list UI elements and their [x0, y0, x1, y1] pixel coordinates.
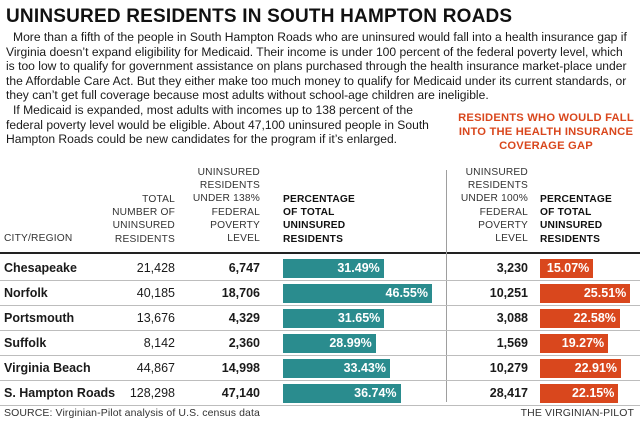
under-100-count: 1,569 — [496, 336, 528, 350]
pct-100-bar: 22.15% — [540, 384, 619, 403]
under-100-count: 10,279 — [489, 361, 528, 375]
pct-100-bar: 22.58% — [540, 309, 620, 328]
source-note: SOURCE: Virginian-Pilot analysis of U.S.… — [4, 407, 260, 419]
under-138-count: 4,329 — [228, 311, 260, 325]
pct-138-bar: 31.49% — [283, 259, 384, 278]
table-row: Chesapeake 21,428 6,747 31.49% 3,230 15.07% — [0, 256, 640, 281]
total-uninsured: 128,298 — [129, 386, 175, 400]
table-row: Suffolk 8,142 2,360 28.99% 1,569 19.27% — [0, 331, 640, 356]
intro-paragraph-2: If Medicaid is expanded, most adults wit… — [6, 103, 436, 147]
city-name: Virginia Beach — [4, 361, 91, 375]
under-100-count: 3,230 — [496, 261, 528, 275]
under-100-count: 10,251 — [489, 286, 528, 300]
coverage-gap-heading: RESIDENTS WHO WOULD FALL INTO THE HEALTH… — [458, 112, 634, 153]
row-divider — [0, 280, 640, 281]
pct-138-bar: 36.74% — [283, 384, 401, 403]
under-138-count: 2,360 — [228, 336, 260, 350]
row-divider — [0, 355, 640, 356]
column-divider — [446, 170, 447, 402]
table-row: Norfolk 40,185 18,706 46.55% 10,251 25.51% — [0, 281, 640, 306]
table-row: Virginia Beach 44,867 14,998 33.43% 10,279 22… — [0, 356, 640, 381]
total-uninsured: 44,867 — [136, 361, 175, 375]
row-divider — [0, 330, 640, 331]
pct-138-bar: 33.43% — [283, 359, 390, 378]
intro-paragraph-1: More than a fifth of the people in South… — [6, 30, 632, 103]
intro-text-2: If Medicaid is expanded, most adults wit… — [6, 103, 429, 147]
under-138-count: 18,706 — [221, 286, 260, 300]
header-pct-100: PERCENTAGE OF TOTAL UNINSURED RESIDENTS — [540, 194, 612, 245]
total-uninsured: 13,676 — [136, 311, 175, 325]
city-name: Suffolk — [4, 336, 47, 350]
pct-100-bar: 22.91% — [540, 359, 622, 378]
pct-100-bar: 19.27% — [540, 334, 609, 353]
header-pct-138: PERCENTAGE OF TOTAL UNINSURED RESIDENTS — [283, 194, 355, 245]
city-name: S. Hampton Roads — [4, 386, 116, 400]
total-uninsured: 8,142 — [143, 336, 175, 350]
under-138-count: 47,140 — [221, 386, 260, 400]
chart-title: UNINSURED RESIDENTS IN SOUTH HAMPTON ROA… — [6, 6, 513, 27]
under-138-count: 14,998 — [221, 361, 260, 375]
total-uninsured: 40,185 — [136, 286, 175, 300]
city-name: Portsmouth — [4, 311, 75, 325]
row-divider — [0, 305, 640, 306]
city-name: Norfolk — [4, 286, 48, 300]
city-name: Chesapeake — [4, 261, 77, 275]
pct-138-bar: 46.55% — [283, 284, 432, 303]
under-138-count: 6,747 — [228, 261, 260, 275]
row-divider — [0, 380, 640, 381]
header-total: TOTAL NUMBER OF UNINSURED RESIDENTS — [112, 194, 175, 245]
pct-100-bar: 25.51% — [540, 284, 631, 303]
under-100-count: 28,417 — [489, 386, 528, 400]
under-100-count: 3,088 — [496, 311, 528, 325]
row-divider — [0, 405, 640, 406]
header-under-100: UNINSURED RESIDENTS UNDER 100% FEDERAL P… — [460, 167, 528, 245]
pct-138-bar: 31.65% — [283, 309, 385, 328]
pct-138-bar: 28.99% — [283, 334, 376, 353]
total-uninsured: 21,428 — [136, 261, 175, 275]
header-city: CITY/REGION — [4, 233, 73, 244]
header-under-138: UNINSURED RESIDENTS UNDER 138% FEDERAL P… — [192, 167, 260, 245]
table-row: S. Hampton Roads 128,298 47,140 36.74% 28,41… — [0, 381, 640, 406]
table-row: Portsmouth 13,676 4,329 31.65% 3,088 22.58% — [0, 306, 640, 331]
pct-100-bar: 15.07% — [540, 259, 594, 278]
intro-text-1: More than a fifth of the people in South… — [6, 30, 627, 103]
header-rule — [0, 252, 640, 254]
credit-line: THE VIRGINIAN-PILOT — [520, 407, 634, 419]
